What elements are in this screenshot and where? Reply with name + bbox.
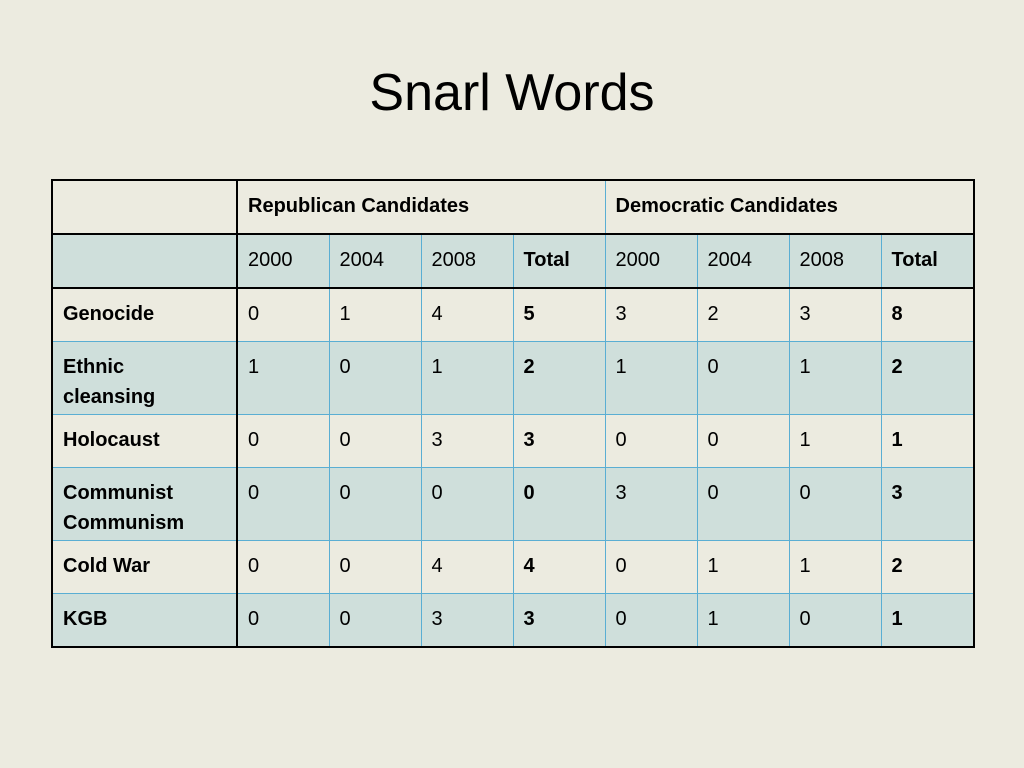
value-cell: 1 (788, 540, 882, 594)
value-cell: 0 (788, 593, 882, 648)
snarl-words-table: Republican Candidates Democratic Candida… (51, 179, 976, 648)
value-cell: 4 (420, 540, 514, 594)
value-cell: 3 (604, 467, 698, 541)
value-cell: 3 (788, 287, 882, 342)
term-cell: Communist Communism (51, 467, 238, 541)
value-cell: 0 (696, 341, 790, 415)
total-cell: 1 (880, 414, 976, 468)
value-cell: 0 (604, 540, 698, 594)
total-cell: 5 (512, 287, 606, 342)
table-row: KGB 0 0 3 3 0 1 0 1 (51, 593, 976, 648)
year-header-cell: 2004 (696, 233, 790, 289)
total-cell: 2 (512, 341, 606, 415)
corner-cell (51, 179, 238, 235)
term-label: cleansing (63, 386, 156, 408)
year-header-corner (51, 233, 238, 289)
value-cell: 2 (696, 287, 790, 342)
table-row: Genocide 0 1 4 5 3 2 3 8 (51, 287, 976, 342)
year-header-cell: 2000 (236, 233, 330, 289)
value-cell: 0 (236, 540, 330, 594)
value-cell: 1 (788, 414, 882, 468)
slide-title: Snarl Words (369, 64, 655, 122)
democratic-group-header: Democratic Candidates (604, 179, 976, 235)
value-cell: 4 (420, 287, 514, 342)
term-label: Communist (63, 482, 173, 504)
term-cell: Genocide (51, 287, 238, 342)
value-cell: 0 (328, 341, 422, 415)
value-cell: 1 (696, 540, 790, 594)
value-cell: 0 (328, 467, 422, 541)
total-cell: 2 (880, 341, 976, 415)
value-cell: 0 (604, 414, 698, 468)
term-label: Ethnic (63, 356, 125, 378)
value-cell: 1 (696, 593, 790, 648)
value-cell: 3 (420, 593, 514, 648)
year-header-cell: 2008 (788, 233, 882, 289)
term-cell: KGB (51, 593, 238, 648)
republican-group-header: Republican Candidates (236, 179, 606, 235)
value-cell: 1 (236, 341, 330, 415)
value-cell: 0 (328, 414, 422, 468)
value-cell: 3 (420, 414, 514, 468)
total-cell: 3 (512, 414, 606, 468)
total-cell: 8 (880, 287, 976, 342)
term-label: KGB (63, 608, 108, 630)
value-cell: 0 (236, 467, 330, 541)
value-cell: 1 (328, 287, 422, 342)
term-label: Holocaust (63, 429, 160, 451)
group-header-row: Republican Candidates Democratic Candida… (51, 179, 976, 235)
term-cell: Cold War (51, 540, 238, 594)
table-row: Cold War 0 0 4 4 0 1 1 2 (51, 540, 976, 594)
value-cell: 0 (236, 593, 330, 648)
term-label: Cold War (63, 555, 151, 577)
year-header-cell: 2004 (328, 233, 422, 289)
total-header-cell: Total (512, 233, 606, 289)
total-cell: 4 (512, 540, 606, 594)
table-row: Communist Communism 0 0 0 0 3 0 0 3 (51, 467, 976, 541)
term-cell: Ethnic cleansing (51, 341, 238, 415)
term-label: Communism (63, 512, 185, 534)
total-cell: 2 (880, 540, 976, 594)
value-cell: 0 (604, 593, 698, 648)
term-label: Genocide (63, 303, 155, 325)
value-cell: 0 (788, 467, 882, 541)
value-cell: 0 (696, 467, 790, 541)
year-header-cell: 2000 (604, 233, 698, 289)
value-cell: 0 (328, 540, 422, 594)
value-cell: 0 (236, 287, 330, 342)
table-row: Ethnic cleansing 1 0 1 2 1 0 1 2 (51, 341, 976, 415)
value-cell: 1 (420, 341, 514, 415)
value-cell: 3 (604, 287, 698, 342)
total-cell: 0 (512, 467, 606, 541)
value-cell: 1 (788, 341, 882, 415)
year-header-cell: 2008 (420, 233, 514, 289)
value-cell: 0 (420, 467, 514, 541)
table-row: Holocaust 0 0 3 3 0 0 1 1 (51, 414, 976, 468)
total-cell: 1 (880, 593, 976, 648)
value-cell: 0 (236, 414, 330, 468)
total-cell: 3 (512, 593, 606, 648)
value-cell: 0 (328, 593, 422, 648)
value-cell: 1 (604, 341, 698, 415)
year-header-row: 2000 2004 2008 Total 2000 2004 2008 Tota… (51, 233, 976, 289)
total-cell: 3 (880, 467, 976, 541)
value-cell: 0 (696, 414, 790, 468)
term-cell: Holocaust (51, 414, 238, 468)
total-header-cell: Total (880, 233, 976, 289)
